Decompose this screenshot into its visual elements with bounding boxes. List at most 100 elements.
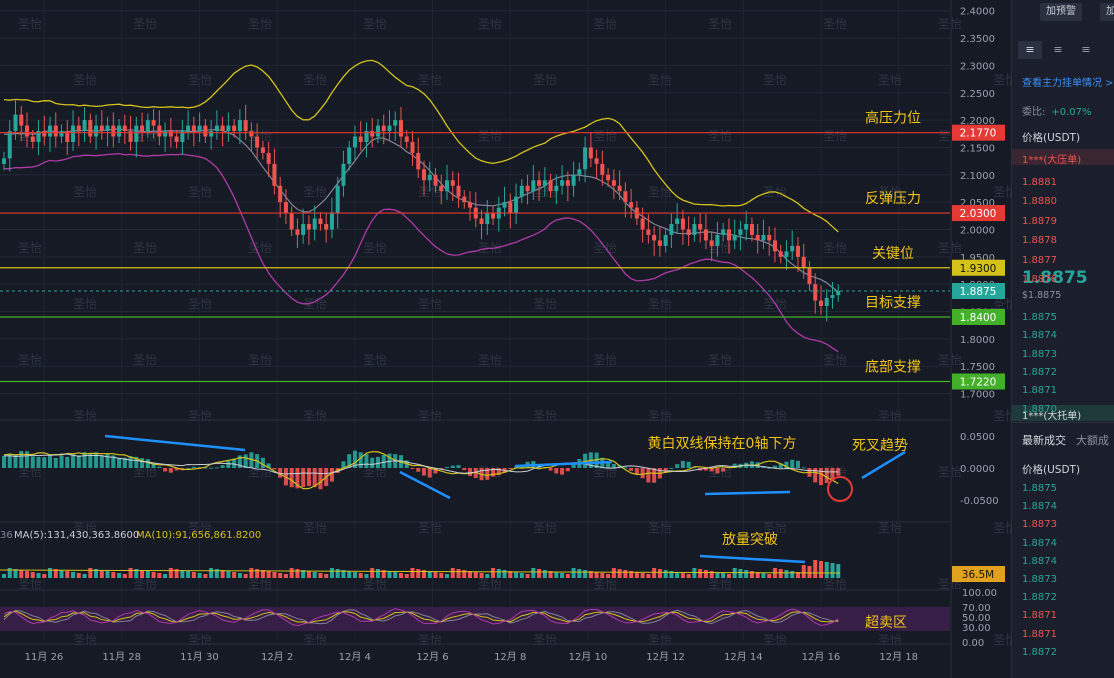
volume-bar xyxy=(445,574,450,578)
macd-bar xyxy=(105,454,110,468)
watermark: 圣怡 xyxy=(18,17,42,31)
volume-bar xyxy=(508,571,513,578)
candle-body xyxy=(404,136,409,142)
depth-both-icon[interactable]: ≡ xyxy=(1018,41,1042,59)
macd-bar xyxy=(42,457,47,468)
volume-bar xyxy=(813,560,818,578)
volume-bar xyxy=(335,569,340,578)
trend-arrow xyxy=(514,460,613,468)
price-tick-label: 1.9500 xyxy=(960,253,995,264)
watermark: 圣怡 xyxy=(593,129,617,143)
rsi-tick-label: 30.00 xyxy=(962,623,991,634)
bid-row: 1.8874 xyxy=(1022,330,1057,342)
volume-bar xyxy=(519,573,524,578)
bollinger-middle xyxy=(3,128,839,293)
macd-bar xyxy=(122,457,127,468)
candle-body xyxy=(266,152,271,164)
volume-bar xyxy=(59,570,64,578)
macd-bar xyxy=(560,468,565,475)
candle-body xyxy=(347,147,352,164)
macd-bar xyxy=(341,461,346,468)
candle-body xyxy=(692,224,697,235)
depth-bids-icon[interactable]: ≡ xyxy=(1053,43,1063,56)
price-level-tag xyxy=(952,124,1005,141)
watermark: 圣怡 xyxy=(73,521,97,535)
watermark: 圣怡 xyxy=(938,353,962,367)
candle-body xyxy=(76,125,81,132)
whale-orders-link[interactable]: 查看主力挂单情况 > xyxy=(1022,78,1114,89)
date-tick-label: 11月 30 xyxy=(180,651,219,663)
watermark: 圣怡 xyxy=(708,465,732,479)
candles xyxy=(1,99,841,322)
rsi-line-1 xyxy=(3,609,839,625)
depth-asks-icon[interactable]: ≡ xyxy=(1081,43,1091,56)
candle-body xyxy=(784,251,789,257)
watermark: 圣怡 xyxy=(708,353,732,367)
volume-bar xyxy=(347,571,352,578)
candle-body xyxy=(48,125,53,137)
more-button[interactable]: 加... xyxy=(1100,3,1114,21)
big-buy-order: 1***(大托单) xyxy=(1022,411,1082,422)
candle-body xyxy=(560,180,565,186)
candle-body xyxy=(790,245,795,252)
candle-body xyxy=(456,185,461,197)
candle-body xyxy=(606,174,611,181)
candle-body xyxy=(260,147,265,153)
trade-row: 1.8871 xyxy=(1022,628,1057,640)
recent-trades-tab[interactable]: 最新成交 大额成 xyxy=(1022,434,1109,447)
candle-body xyxy=(214,125,219,132)
candle-body xyxy=(830,295,835,298)
watermark: 圣怡 xyxy=(533,73,557,87)
macd-bar xyxy=(565,468,570,472)
macd-bar xyxy=(243,454,248,468)
volume-bar xyxy=(65,571,70,578)
candle-body xyxy=(13,114,18,132)
candle-body xyxy=(375,125,380,137)
volume-bar xyxy=(375,569,380,578)
candle-body xyxy=(577,169,582,175)
watermark: 圣怡 xyxy=(993,409,1011,423)
macd-bar xyxy=(318,468,323,490)
macd-bar xyxy=(404,460,409,468)
macd-bar xyxy=(732,463,737,468)
candle-body xyxy=(623,191,628,203)
candle-body xyxy=(732,234,737,241)
candle-body xyxy=(416,152,421,170)
candle-body xyxy=(531,180,536,192)
candle-body xyxy=(306,224,311,230)
candle-body xyxy=(686,229,691,235)
add-alert-button[interactable]: 加预警 xyxy=(1040,3,1082,21)
macd-bar xyxy=(209,467,214,469)
candle-body xyxy=(140,125,145,132)
death-cross-marker xyxy=(827,476,853,502)
macd-bar xyxy=(94,452,99,468)
macd-bar xyxy=(433,468,438,474)
watermark: 圣怡 xyxy=(18,353,42,367)
macd-bar xyxy=(548,468,553,471)
price-level-annotation: 高压力位 xyxy=(865,110,921,127)
volume-bar xyxy=(433,572,438,578)
candle-body xyxy=(652,234,657,241)
volume-bar xyxy=(744,570,749,578)
candle-body xyxy=(738,229,743,235)
candle-body xyxy=(278,185,283,203)
watermark: 圣怡 xyxy=(303,185,327,199)
volume-bar xyxy=(669,571,674,578)
candle-body xyxy=(370,131,375,137)
volume-bar xyxy=(623,570,628,578)
macd-bar xyxy=(237,455,242,468)
macd-bar xyxy=(1,455,7,468)
price-tick-label: 2.3000 xyxy=(960,61,995,72)
watermark: 圣怡 xyxy=(878,185,902,199)
trend-arrow xyxy=(861,450,906,480)
order-ratio: 委比: +0.07% xyxy=(1022,107,1092,118)
candle-body xyxy=(726,229,731,241)
candle-body xyxy=(232,125,237,132)
price-tick-label: 2.1000 xyxy=(960,171,995,182)
candle-body xyxy=(128,131,133,142)
volume-bar xyxy=(117,573,122,578)
candle-body xyxy=(329,213,334,230)
rsi-line-3 xyxy=(3,608,839,627)
macd-bar xyxy=(813,468,818,483)
price-tick-label: 1.7500 xyxy=(960,362,995,373)
